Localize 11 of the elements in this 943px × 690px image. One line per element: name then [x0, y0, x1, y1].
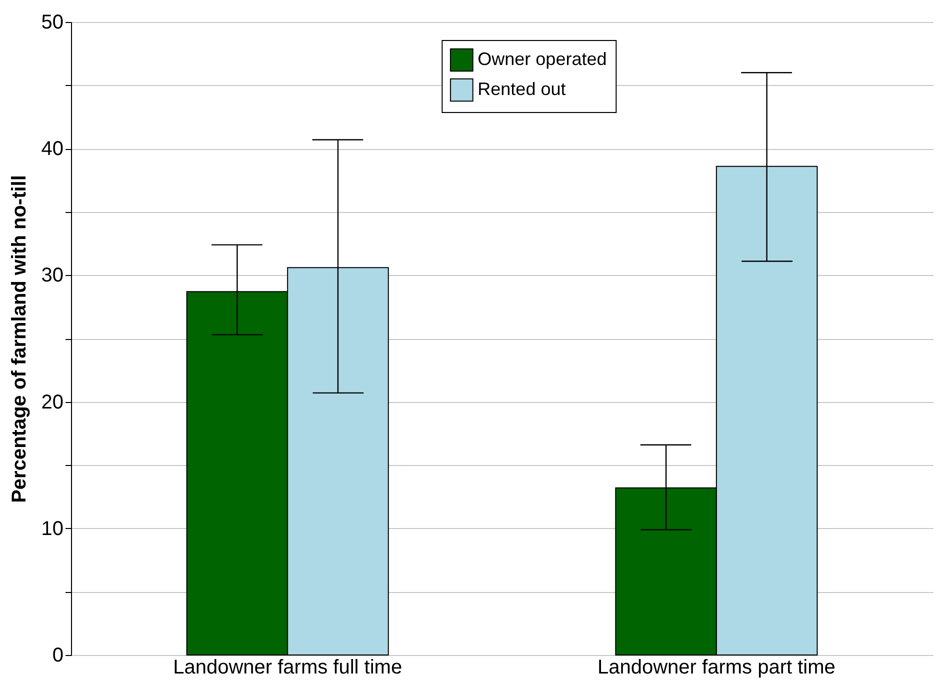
- y-tick-label: 0: [52, 644, 64, 666]
- legend-label: Owner operated: [478, 49, 607, 69]
- y-tick-label: 30: [41, 264, 64, 287]
- y-tick-label: 40: [41, 138, 64, 160]
- y-tick-label: 20: [41, 391, 64, 414]
- y-axis-title: Percentage of farmland with no-till: [8, 175, 30, 503]
- x-tick-label: Landowner farms full time: [173, 656, 402, 678]
- x-tick-label: Landowner farms part time: [597, 656, 836, 678]
- y-tick-label: 50: [41, 12, 64, 34]
- legend-label: Rented out: [478, 79, 566, 99]
- y-tick-label: 10: [41, 518, 64, 540]
